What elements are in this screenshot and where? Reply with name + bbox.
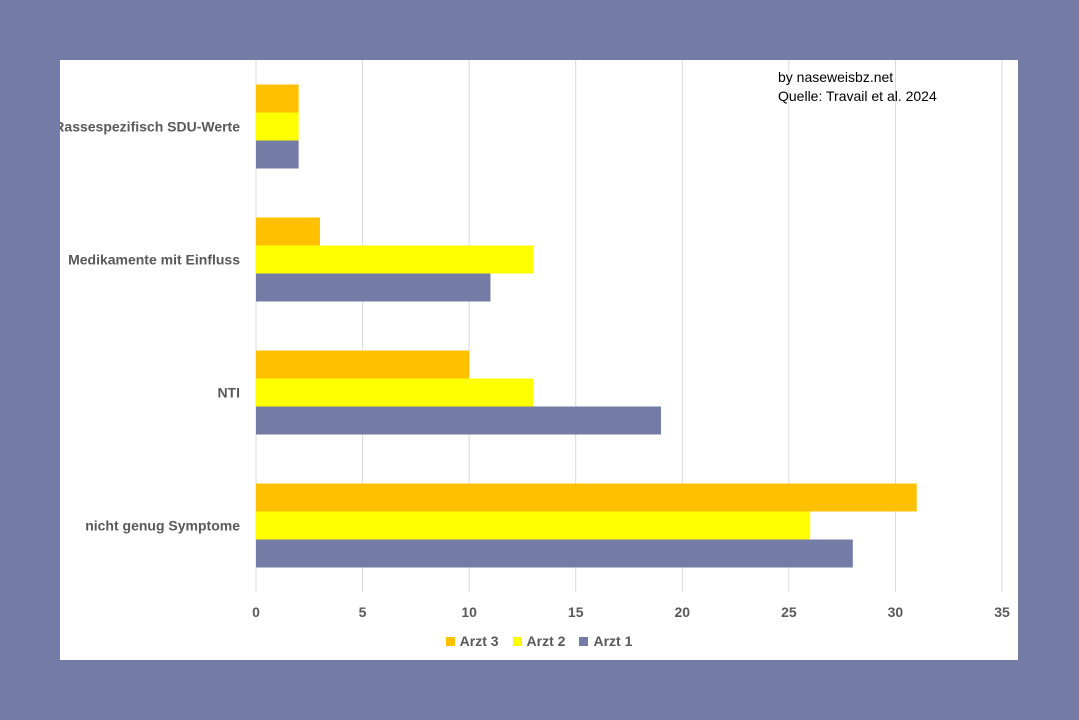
- bar-arzt-2-nicht-genug-symptome: [256, 511, 811, 540]
- legend-swatch-arzt-2: [512, 636, 522, 646]
- bar-arzt-3-medikamente-mit-einfluss: [256, 217, 320, 246]
- legend-swatch-arzt-3: [445, 636, 455, 646]
- x-tick-label-0: 0: [252, 604, 260, 620]
- source-text: Quelle: Travail et al. 2024: [778, 88, 937, 104]
- bar-arzt-1-nti: [256, 406, 661, 435]
- category-label-nti: NTI: [217, 385, 240, 401]
- category-label-nicht-genug-symptome: nicht genug Symptome: [85, 518, 240, 534]
- chart-panel: 0 5 10 15 20 25 30 35 Rassespezifisch SDU-Werte M…: [60, 60, 1018, 660]
- x-tick-label-10: 10: [461, 604, 477, 620]
- x-tick-label-30: 30: [888, 604, 904, 620]
- legend-item-arzt-1: Arzt 1: [579, 633, 632, 649]
- chart-legend: Arzt 3 Arzt 2 Arzt 1: [60, 633, 1018, 649]
- bar-arzt-2-nti: [256, 378, 534, 407]
- credit-text: by naseweisbz.net: [778, 69, 894, 85]
- legend-label-arzt-2: Arzt 2: [526, 633, 566, 649]
- bar-arzt-1-rassespezifisch-sdu-werte: [256, 140, 299, 169]
- x-tick-label-15: 15: [568, 604, 584, 620]
- x-tick-label-35: 35: [994, 604, 1010, 620]
- x-tick-label-20: 20: [674, 604, 690, 620]
- x-tick-label-25: 25: [781, 604, 797, 620]
- bar-arzt-3-rassespezifisch-sdu-werte: [256, 84, 299, 113]
- legend-item-arzt-3: Arzt 3: [445, 633, 499, 649]
- bar-arzt-3-nicht-genug-symptome: [256, 483, 917, 512]
- legend-item-arzt-2: Arzt 2: [512, 633, 566, 649]
- legend-swatch-arzt-1: [579, 636, 589, 646]
- category-label-medikamente-mit-einfluss: Medikamente mit Einfluss: [68, 252, 240, 268]
- bar-arzt-3-nti: [256, 350, 470, 379]
- bar-arzt-2-medikamente-mit-einfluss: [256, 245, 534, 274]
- legend-label-arzt-1: Arzt 1: [593, 633, 633, 649]
- category-label-rassespezifisch-sdu-werte: Rassespezifisch SDU-Werte: [60, 119, 240, 135]
- legend-label-arzt-3: Arzt 3: [459, 633, 499, 649]
- bar-arzt-2-rassespezifisch-sdu-werte: [256, 112, 299, 141]
- x-tick-label-5: 5: [359, 604, 367, 620]
- bar-arzt-1-nicht-genug-symptome: [256, 539, 853, 568]
- bar-arzt-1-medikamente-mit-einfluss: [256, 273, 491, 302]
- bar-chart: 0 5 10 15 20 25 30 35 Rassespezifisch SDU-Werte M…: [60, 60, 1010, 620]
